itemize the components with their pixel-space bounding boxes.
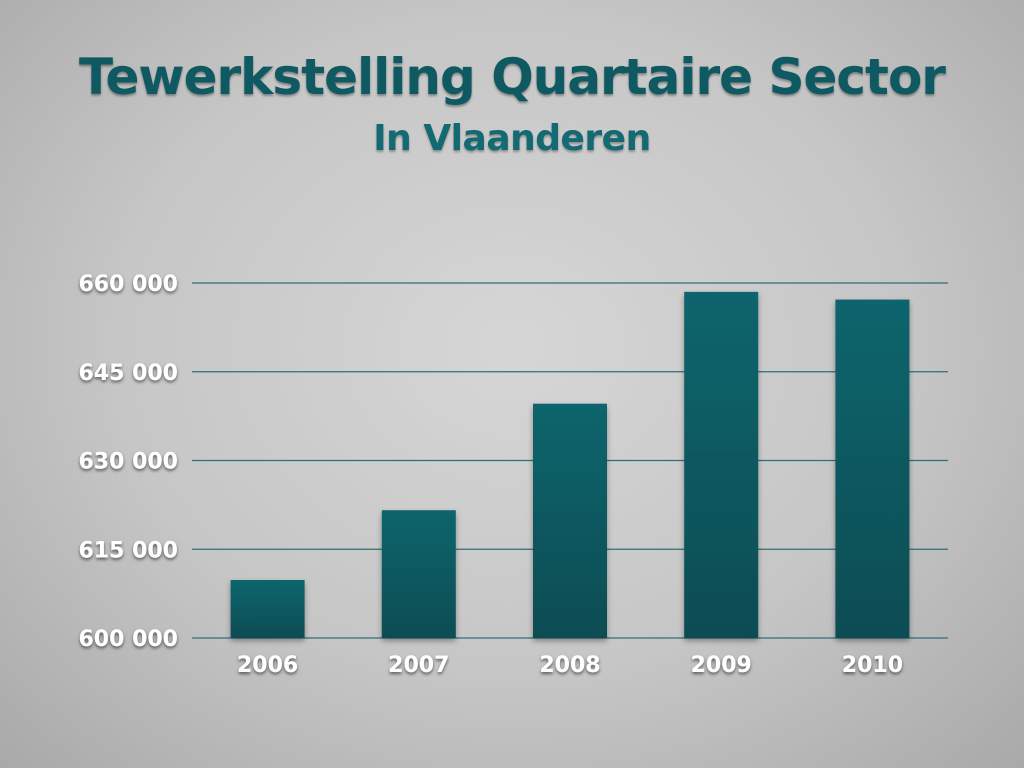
x-tick-label: 2010	[842, 653, 903, 678]
x-tick-label: 2007	[388, 653, 449, 678]
bar-2008	[533, 403, 607, 638]
bar-2010	[835, 299, 910, 638]
bar-2006	[230, 580, 305, 638]
x-tick-label: 2009	[691, 653, 752, 678]
bar-2009	[684, 291, 759, 638]
y-tick-label: 660 000	[78, 272, 178, 297]
y-tick-label: 615 000	[78, 538, 178, 563]
x-tick-label: 2006	[237, 653, 298, 678]
y-tick-label: 600 000	[78, 627, 178, 652]
bars	[230, 291, 910, 638]
chart-title: Tewerkstelling Quartaire Sector	[79, 48, 946, 106]
bar-2007	[381, 510, 456, 638]
x-tick-label: 2008	[539, 653, 600, 678]
chart-subtitle: In Vlaanderen	[373, 118, 651, 159]
y-tick-label: 645 000	[78, 361, 178, 386]
y-tick-label: 630 000	[78, 450, 178, 475]
y-axis: 600 000 615 000 630 000 645 000 660 000	[78, 272, 178, 652]
x-axis: 2006 2007 2008 2009 2010	[237, 653, 903, 678]
